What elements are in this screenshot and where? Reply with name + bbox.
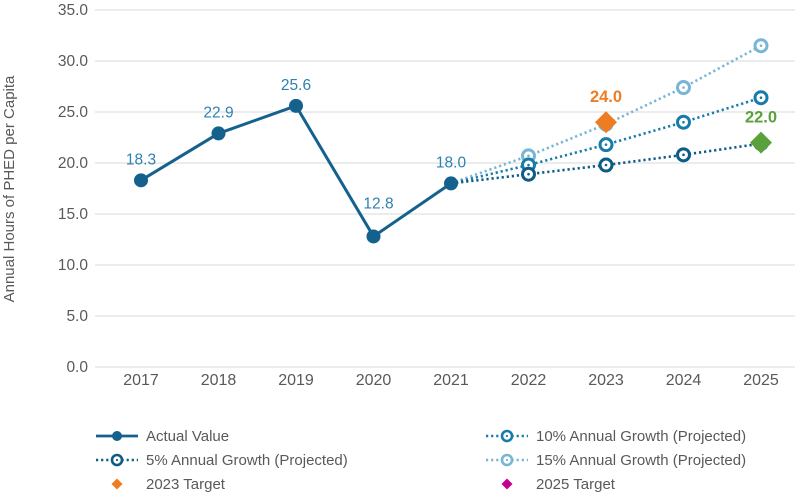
- chart-legend: Actual Value 5% Annual Growth (Projected)…: [94, 424, 746, 496]
- target-diamond-marker: [750, 131, 772, 154]
- x-tick-label: 2020: [356, 372, 392, 389]
- series-line-projected: [450, 44, 762, 185]
- y-axis-title: Annual Hours of PHED per Capita: [1, 75, 18, 302]
- dotted-line-marker-icon: [486, 429, 528, 443]
- legend-column: Actual Value 5% Annual Growth (Projected)…: [94, 424, 484, 496]
- legend-item-label: Actual Value: [146, 427, 230, 445]
- data-point-marker: [134, 173, 148, 188]
- target-label: 24.0: [590, 88, 622, 106]
- y-tick-label: 0.0: [66, 359, 88, 376]
- data-point-marker-dot: [527, 172, 530, 176]
- data-point-marker-dot: [682, 153, 685, 157]
- phed-line-chart: 0.0 5.0 10.0 15.0 20.0 25.0 30.0 35.0 2017 2018 20…: [1, 2, 795, 389]
- data-point-label: 25.6: [281, 77, 311, 94]
- data-point-label: 18.3: [126, 151, 156, 168]
- y-tick-label: 30.0: [58, 53, 89, 70]
- x-tick-label: 2019: [278, 372, 314, 389]
- data-point-marker: [211, 126, 226, 141]
- data-point-label: 22.9: [203, 104, 233, 121]
- data-point-marker: [289, 98, 303, 113]
- legend-item-label: 15% Annual Growth (Projected): [536, 451, 747, 469]
- x-tick-label: 2025: [743, 372, 779, 389]
- data-point-marker-dot: [604, 143, 608, 146]
- y-tick-label: 5.0: [66, 308, 88, 325]
- diamond-icon: [111, 478, 123, 490]
- x-tick-label: 2023: [588, 372, 624, 389]
- y-tick-label: 20.0: [58, 155, 89, 172]
- data-point-marker-dot: [604, 163, 608, 167]
- y-tick-label: 10.0: [58, 257, 89, 274]
- data-point-marker-dot: [527, 154, 530, 158]
- x-tick-label: 2022: [511, 372, 547, 389]
- legend-item-15-annual-growth-projected: 15% Annual Growth (Projected): [484, 448, 746, 472]
- data-point-label: 18.0: [436, 154, 467, 171]
- legend-item-2025-target: 2025 Target: [484, 472, 746, 496]
- y-tick-label: 15.0: [58, 206, 89, 223]
- dotted-line-marker-icon: [96, 453, 138, 467]
- data-point-marker-dot: [682, 86, 685, 89]
- data-point-marker: [444, 176, 458, 191]
- legend-column: 10% Annual Growth (Projected) 15% Annual …: [484, 424, 746, 496]
- data-point-marker: [366, 229, 381, 244]
- legend-item-2023-target: 2023 Target: [94, 472, 484, 496]
- data-point-marker-dot: [759, 96, 763, 100]
- series-line-actual: [140, 104, 452, 239]
- legend-item-10-annual-growth-projected: 10% Annual Growth (Projected): [484, 424, 746, 448]
- series-line-projected: [450, 142, 762, 185]
- dotted-line-marker-icon: [486, 453, 528, 467]
- solid-line-marker-icon: [96, 431, 138, 441]
- diamond-icon: [501, 478, 513, 490]
- y-tick-label: 25.0: [58, 104, 89, 121]
- x-tick-label: 2021: [433, 372, 469, 389]
- legend-item-label: 2025 Target: [536, 475, 615, 493]
- y-tick-label: 35.0: [58, 2, 89, 19]
- legend-item-label: 10% Annual Growth (Projected): [536, 427, 747, 445]
- data-point-marker-dot: [527, 163, 530, 167]
- x-tick-label: 2024: [666, 372, 702, 389]
- legend-item-actual-value: Actual Value: [94, 424, 484, 448]
- legend-item-5-annual-growth-projected: 5% Annual Growth (Projected): [94, 448, 484, 472]
- data-point-marker-dot: [682, 120, 685, 124]
- data-point-marker-dot: [759, 44, 763, 47]
- chart-canvas: 0.0 5.0 10.0 15.0 20.0 25.0 30.0 35.0 2017 2018 20…: [1, 2, 795, 389]
- legend-item-label: 2023 Target: [146, 475, 225, 493]
- x-tick-label: 2018: [201, 372, 237, 389]
- x-tick-label: 2017: [123, 372, 159, 389]
- legend-item-label: 5% Annual Growth (Projected): [146, 451, 348, 469]
- target-label: 22.0: [745, 109, 777, 127]
- data-point-label: 12.8: [363, 195, 393, 212]
- target-diamond-marker: [595, 111, 617, 134]
